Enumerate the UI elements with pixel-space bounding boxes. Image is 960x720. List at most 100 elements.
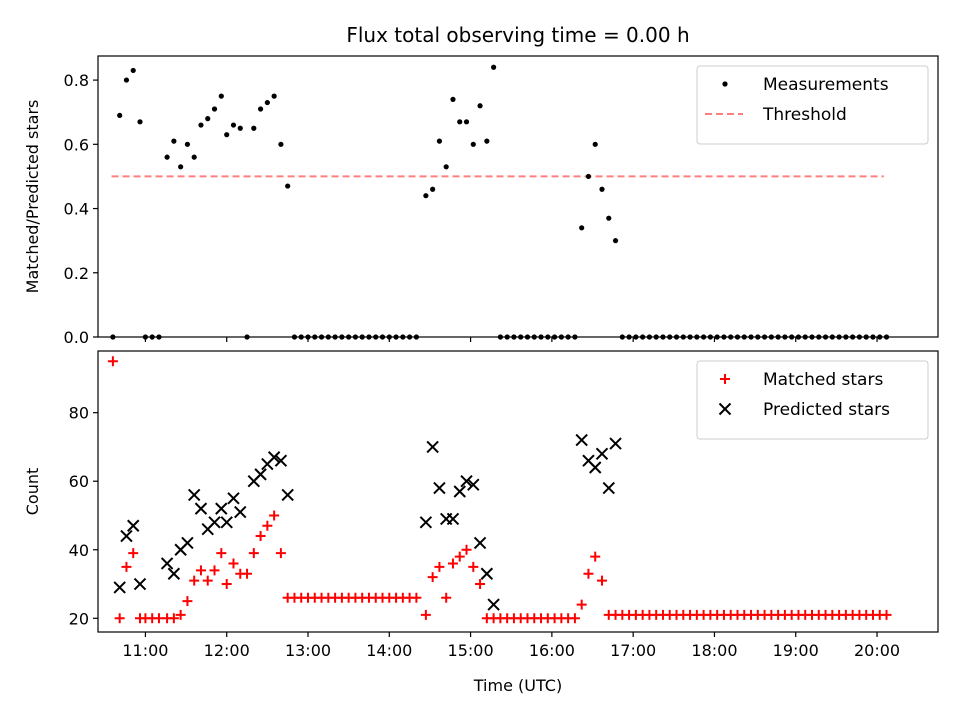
matched-stars-point [189,575,200,586]
measurements-point [470,141,476,147]
measurements-point [191,154,197,160]
predicted-stars-point [120,529,133,543]
measurements-point [585,173,592,180]
matched-stars-point [248,548,259,559]
predicted-stars-point [167,567,181,580]
matched-stars-point [569,613,580,624]
top-y-tick-label: 0.0 [64,328,89,347]
measurements-point [171,138,177,144]
measurements-point [257,106,264,112]
measurements-point [205,116,211,122]
predicted-stars-point [113,581,126,594]
matched-stars-point [242,568,253,579]
matched-stars-point [420,609,431,620]
predicted-stars-point [274,454,288,467]
predicted-stars-point [254,468,267,481]
measurements-point [457,119,463,125]
bottom-y-tick-label: 80 [69,404,89,423]
measurements-point [450,96,456,102]
predicted-stars-point [127,519,140,532]
measurements-point [443,164,449,170]
bottom-y-tick-label: 20 [69,609,89,628]
measurements-point [137,119,143,125]
measurements-point [264,99,270,106]
measurements-point [491,64,497,70]
bottom-x-tick-label: 14:00 [366,641,412,660]
legend-entry-label: Measurements [763,75,889,95]
measurements-point [599,186,605,192]
predicted-stars-point [133,577,147,591]
matched-stars-point [195,565,206,576]
measurements-point [430,186,436,192]
matched-stars-point [441,592,452,603]
measurements-point [117,112,123,119]
matched-stars-point [881,609,892,620]
legend-marker-handle [718,402,732,416]
bottom-axes-frame [97,350,939,633]
top-panel: 0.00.20.40.60.8 Matched/Predicted stars … [23,55,939,347]
matched-stars-point [427,572,438,583]
measurements-point [198,122,204,128]
bottom-y-axis-label: Count [23,468,42,516]
matched-stars-point [576,599,587,610]
bottom-legend-box [696,360,929,440]
bottom-x-tick-label: 12:00 [204,641,250,660]
bottom-y-tick-label: 40 [69,541,89,560]
matched-stars-point [583,568,594,579]
matched-stars-point [475,579,486,590]
matched-stars-point [468,561,479,572]
predicted-stars-point [227,492,240,505]
matched-stars-point [597,575,607,586]
predicted-stars-point [602,481,615,495]
bottom-x-tick-label: 20:00 [854,641,900,660]
predicted-stars-point [575,433,588,447]
predicted-stars-point [460,475,473,488]
measurements-point [477,103,483,109]
predicted-stars-point [473,536,487,550]
matched-stars-point [209,565,220,576]
bottom-x-tick-label: 19:00 [773,641,819,660]
matched-stars-point [168,613,179,624]
bottom-x-tick-label: 11:00 [122,641,168,660]
predicted-stars-point [480,567,494,580]
matched-stars-point [255,531,266,542]
predicted-stars-point [609,437,622,450]
measurements-point [278,141,284,147]
matched-stars-point [262,520,273,531]
top-legend-box [696,65,929,145]
matched-stars-point [447,558,458,569]
measurements-point [224,132,230,138]
matched-stars-point [175,609,186,620]
measurements-point [164,154,170,160]
predicted-stars-point [215,502,228,515]
measurements-point [251,125,257,131]
matched-stars-point [202,575,213,586]
predicted-stars-point [467,478,480,491]
predicted-stars-point [181,536,194,550]
predicted-stars-point [453,485,466,498]
measurements-point [423,193,429,199]
bottom-x-tick-label: 17:00 [610,641,656,660]
predicted-stars-point [446,512,460,526]
bottom-plot-marks [107,356,892,624]
matched-stars-point [128,548,139,559]
measurements-point [436,138,443,144]
matched-stars-point [411,592,422,603]
predicted-stars-point [281,488,294,502]
predicted-stars-point [487,598,500,611]
matched-stars-point [275,548,286,559]
measurements-point [579,225,585,231]
top-y-axis-label: Matched/Predicted stars [23,100,42,294]
measurements-point [285,183,291,189]
matched-stars-point [434,561,445,572]
matched-stars-point [114,613,125,624]
legend-marker-handle [722,81,728,87]
measurements-point [463,119,470,125]
bottom-axes: 11:00 12:00 13:00 14:00 15:00 16:00 17:00 18:00… [69,404,900,660]
measurements-point [612,238,619,244]
top-axes-frame [97,55,939,338]
bottom-panel: 11:00 12:00 13:00 14:00 15:00 16:00 17:00 18:00… [23,350,939,695]
legend-entry-label: Predicted stars [763,400,890,420]
predicted-stars-point [187,488,201,502]
